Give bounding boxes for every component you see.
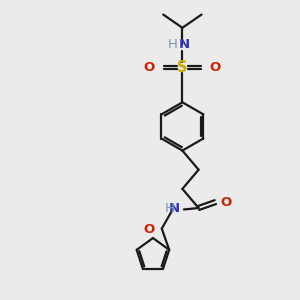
Text: O: O [221,196,232,208]
Text: O: O [210,61,221,74]
Text: N: N [179,38,190,51]
Text: N: N [169,202,180,215]
Text: H: H [165,202,175,215]
Text: S: S [177,60,188,75]
Text: H: H [168,38,178,51]
Text: O: O [143,223,154,236]
Text: O: O [144,61,155,74]
